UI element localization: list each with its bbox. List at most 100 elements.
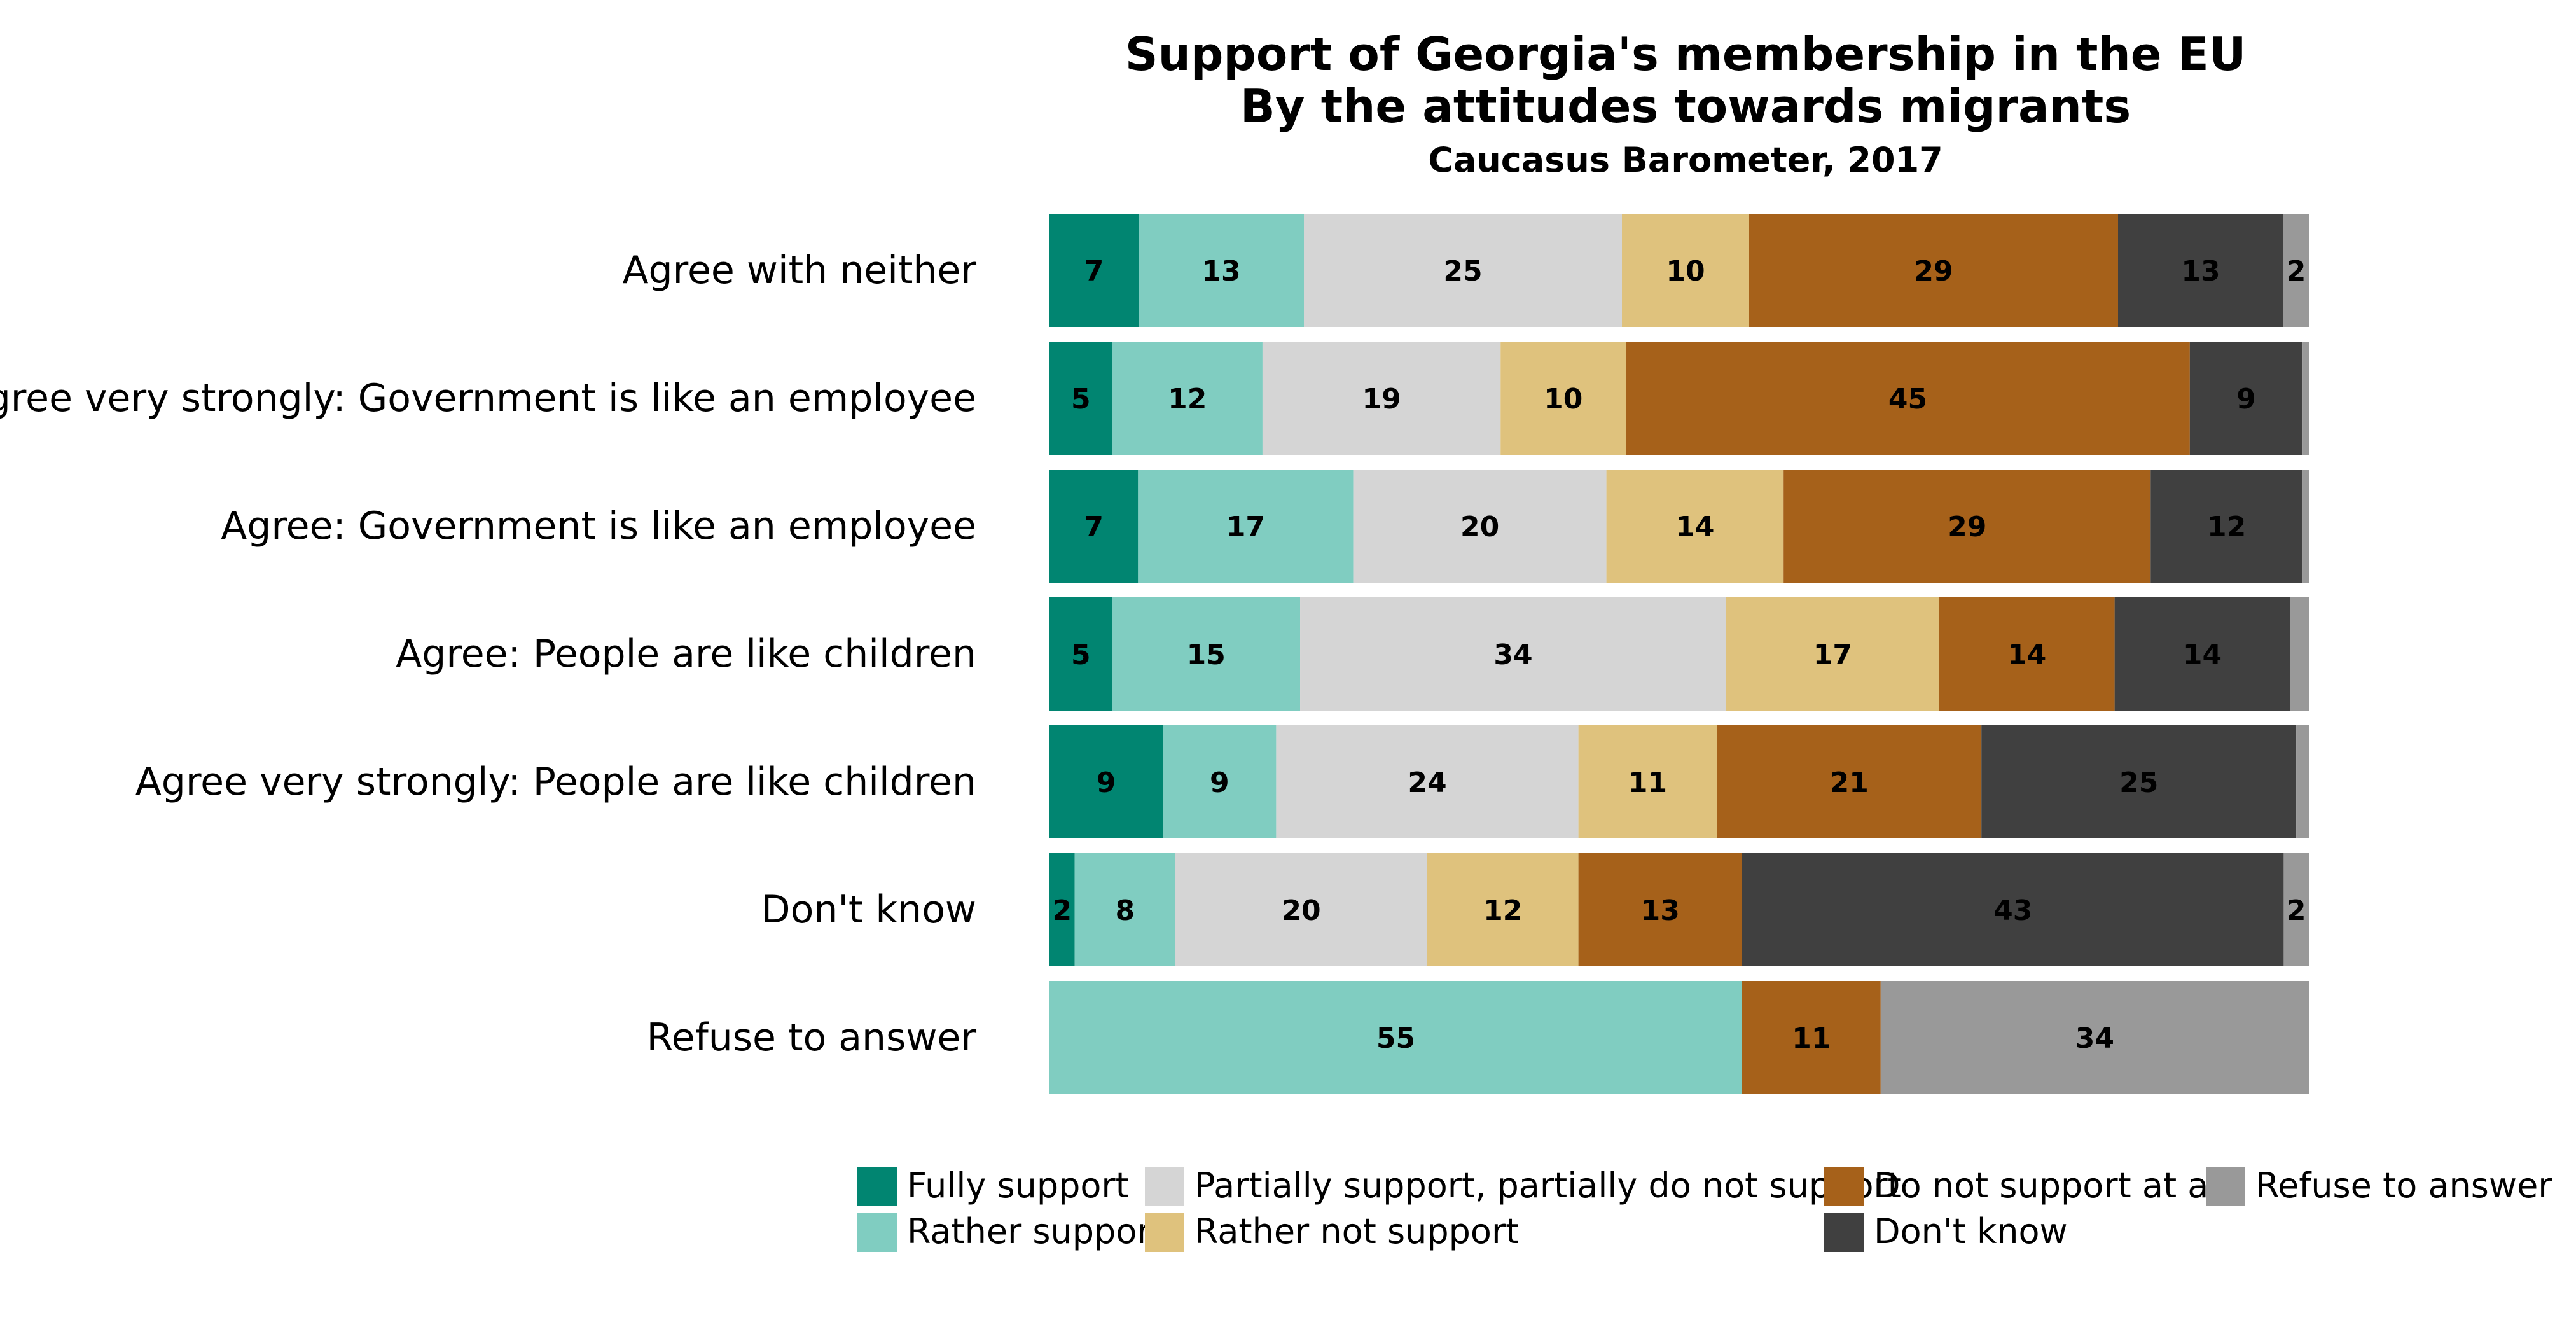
legend-swatch [1824, 1213, 1864, 1252]
legend-label: Partially support, partially do not supp… [1195, 1166, 1901, 1206]
bar-segment [2296, 725, 2309, 838]
bar-segment [2189, 342, 2303, 455]
bar-segment [2290, 597, 2309, 711]
bar-segment [1112, 597, 1301, 711]
bar-segment [1138, 470, 1354, 583]
legend-swatch [2206, 1167, 2245, 1206]
legend-label: Refuse to answer [2255, 1166, 2552, 1206]
data-label: 25 [1443, 255, 1482, 288]
bar-segment [1276, 725, 1579, 838]
data-label: 14 [2183, 639, 2222, 671]
bar-segment [1626, 342, 2190, 455]
legend-swatch [857, 1167, 897, 1206]
row-labels: Agree with neither Agree very strongly: G… [0, 248, 976, 1060]
bar-segment [1427, 853, 1579, 966]
data-label: 20 [1460, 511, 1499, 543]
bars [1049, 214, 2309, 1094]
row-label: Agree with neither [623, 248, 977, 293]
legend: Fully support Rather support Partially sup… [857, 1166, 2552, 1252]
data-label: 14 [1675, 511, 1714, 543]
bar-segment [1981, 725, 2297, 838]
bar-segment [1175, 853, 1427, 966]
bar-segment [1300, 597, 1726, 711]
data-label: 2 [2287, 255, 2306, 288]
bar-labels: 7 13 25 10 29 13 25 12 19 10 45 97 17 20 14 29 125 15 34 17… [1052, 255, 2306, 1055]
legend-label: Rather support [907, 1211, 1165, 1251]
legend-swatch [1145, 1167, 1184, 1206]
bar-segment [1939, 597, 2115, 711]
bar-segment [1353, 470, 1607, 583]
legend-label: Don't know [1874, 1211, 2068, 1251]
data-label: 45 [1888, 383, 1927, 415]
data-label: 19 [1362, 383, 1401, 415]
legend-swatch [857, 1213, 897, 1252]
row-label: Agree very strongly: Government is like … [0, 376, 976, 421]
row-label: Agree: People are like children [396, 632, 976, 676]
data-label: 10 [1666, 255, 1705, 288]
bar-segment [1049, 214, 1139, 327]
bar-segment [1163, 725, 1277, 838]
bar-segment [1049, 342, 1112, 455]
data-label: 13 [1201, 255, 1240, 288]
data-label: 2 [1052, 894, 1072, 927]
bar-segment [1049, 725, 1163, 838]
row-label: Agree: Government is like an employee [221, 504, 976, 548]
chart-caption: Caucasus Barometer, 2017 [1428, 140, 1942, 180]
bar-segment [2302, 342, 2309, 455]
data-label: 29 [1914, 255, 1953, 288]
data-label: 11 [1792, 1022, 1831, 1055]
bar-segment [1726, 597, 1939, 711]
data-label: 25 [2119, 767, 2158, 799]
bar-segment [1742, 981, 1881, 1094]
data-label: 24 [1408, 767, 1446, 799]
data-label: 12 [1168, 383, 1207, 415]
data-label: 5 [1071, 383, 1091, 415]
bar-segment [1049, 853, 1075, 966]
bar-segment [1717, 725, 1982, 838]
bar-segment [1049, 597, 1112, 711]
data-label: 9 [1097, 767, 1116, 799]
bar-segment [1500, 342, 1626, 455]
data-label: 13 [1641, 894, 1680, 927]
data-label: 29 [1948, 511, 1986, 543]
bar-segment [1578, 725, 1717, 838]
bar-segment [1074, 853, 1175, 966]
bar-segment [1783, 470, 2151, 583]
data-label: 20 [1282, 894, 1320, 927]
data-label: 8 [1115, 894, 1135, 927]
bar-segment [1262, 342, 1501, 455]
bar-segment [2302, 470, 2309, 583]
data-label: 34 [1493, 639, 1532, 671]
data-label: 12 [1483, 894, 1522, 927]
legend-label: Fully support [907, 1166, 1129, 1206]
bar-segment [1622, 214, 1749, 327]
bar-segment [1049, 981, 1742, 1094]
legend-label: Do not support at all [1874, 1166, 2227, 1206]
bar-segment [1606, 470, 1784, 583]
row-label: Agree very strongly: People are like chi… [135, 760, 976, 804]
row-label: Don't know [761, 887, 976, 932]
bar-segment [1049, 470, 1139, 583]
data-label: 34 [2075, 1022, 2114, 1055]
bar-segment [1880, 981, 2309, 1094]
data-label: 15 [1187, 639, 1226, 671]
chart-subtitle: By the attitudes towards migrants [1240, 80, 2131, 133]
data-label: 21 [1830, 767, 1869, 799]
data-label: 55 [1376, 1022, 1415, 1055]
bar-segment [2114, 597, 2290, 711]
data-label: 17 [1226, 511, 1265, 543]
row-label: Refuse to answer [647, 1015, 977, 1060]
data-label: 7 [1084, 255, 1104, 288]
bar-segment [1139, 214, 1304, 327]
legend-swatch [1145, 1213, 1184, 1252]
data-label: 9 [1210, 767, 1229, 799]
bar-segment [1304, 214, 1622, 327]
legend-swatch [1824, 1167, 1864, 1206]
bar-segment [2118, 214, 2283, 327]
bar-segment [1578, 853, 1742, 966]
data-label: 13 [2181, 255, 2220, 288]
data-label: 10 [1544, 383, 1582, 415]
legend-label: Rather not support [1195, 1211, 1519, 1251]
